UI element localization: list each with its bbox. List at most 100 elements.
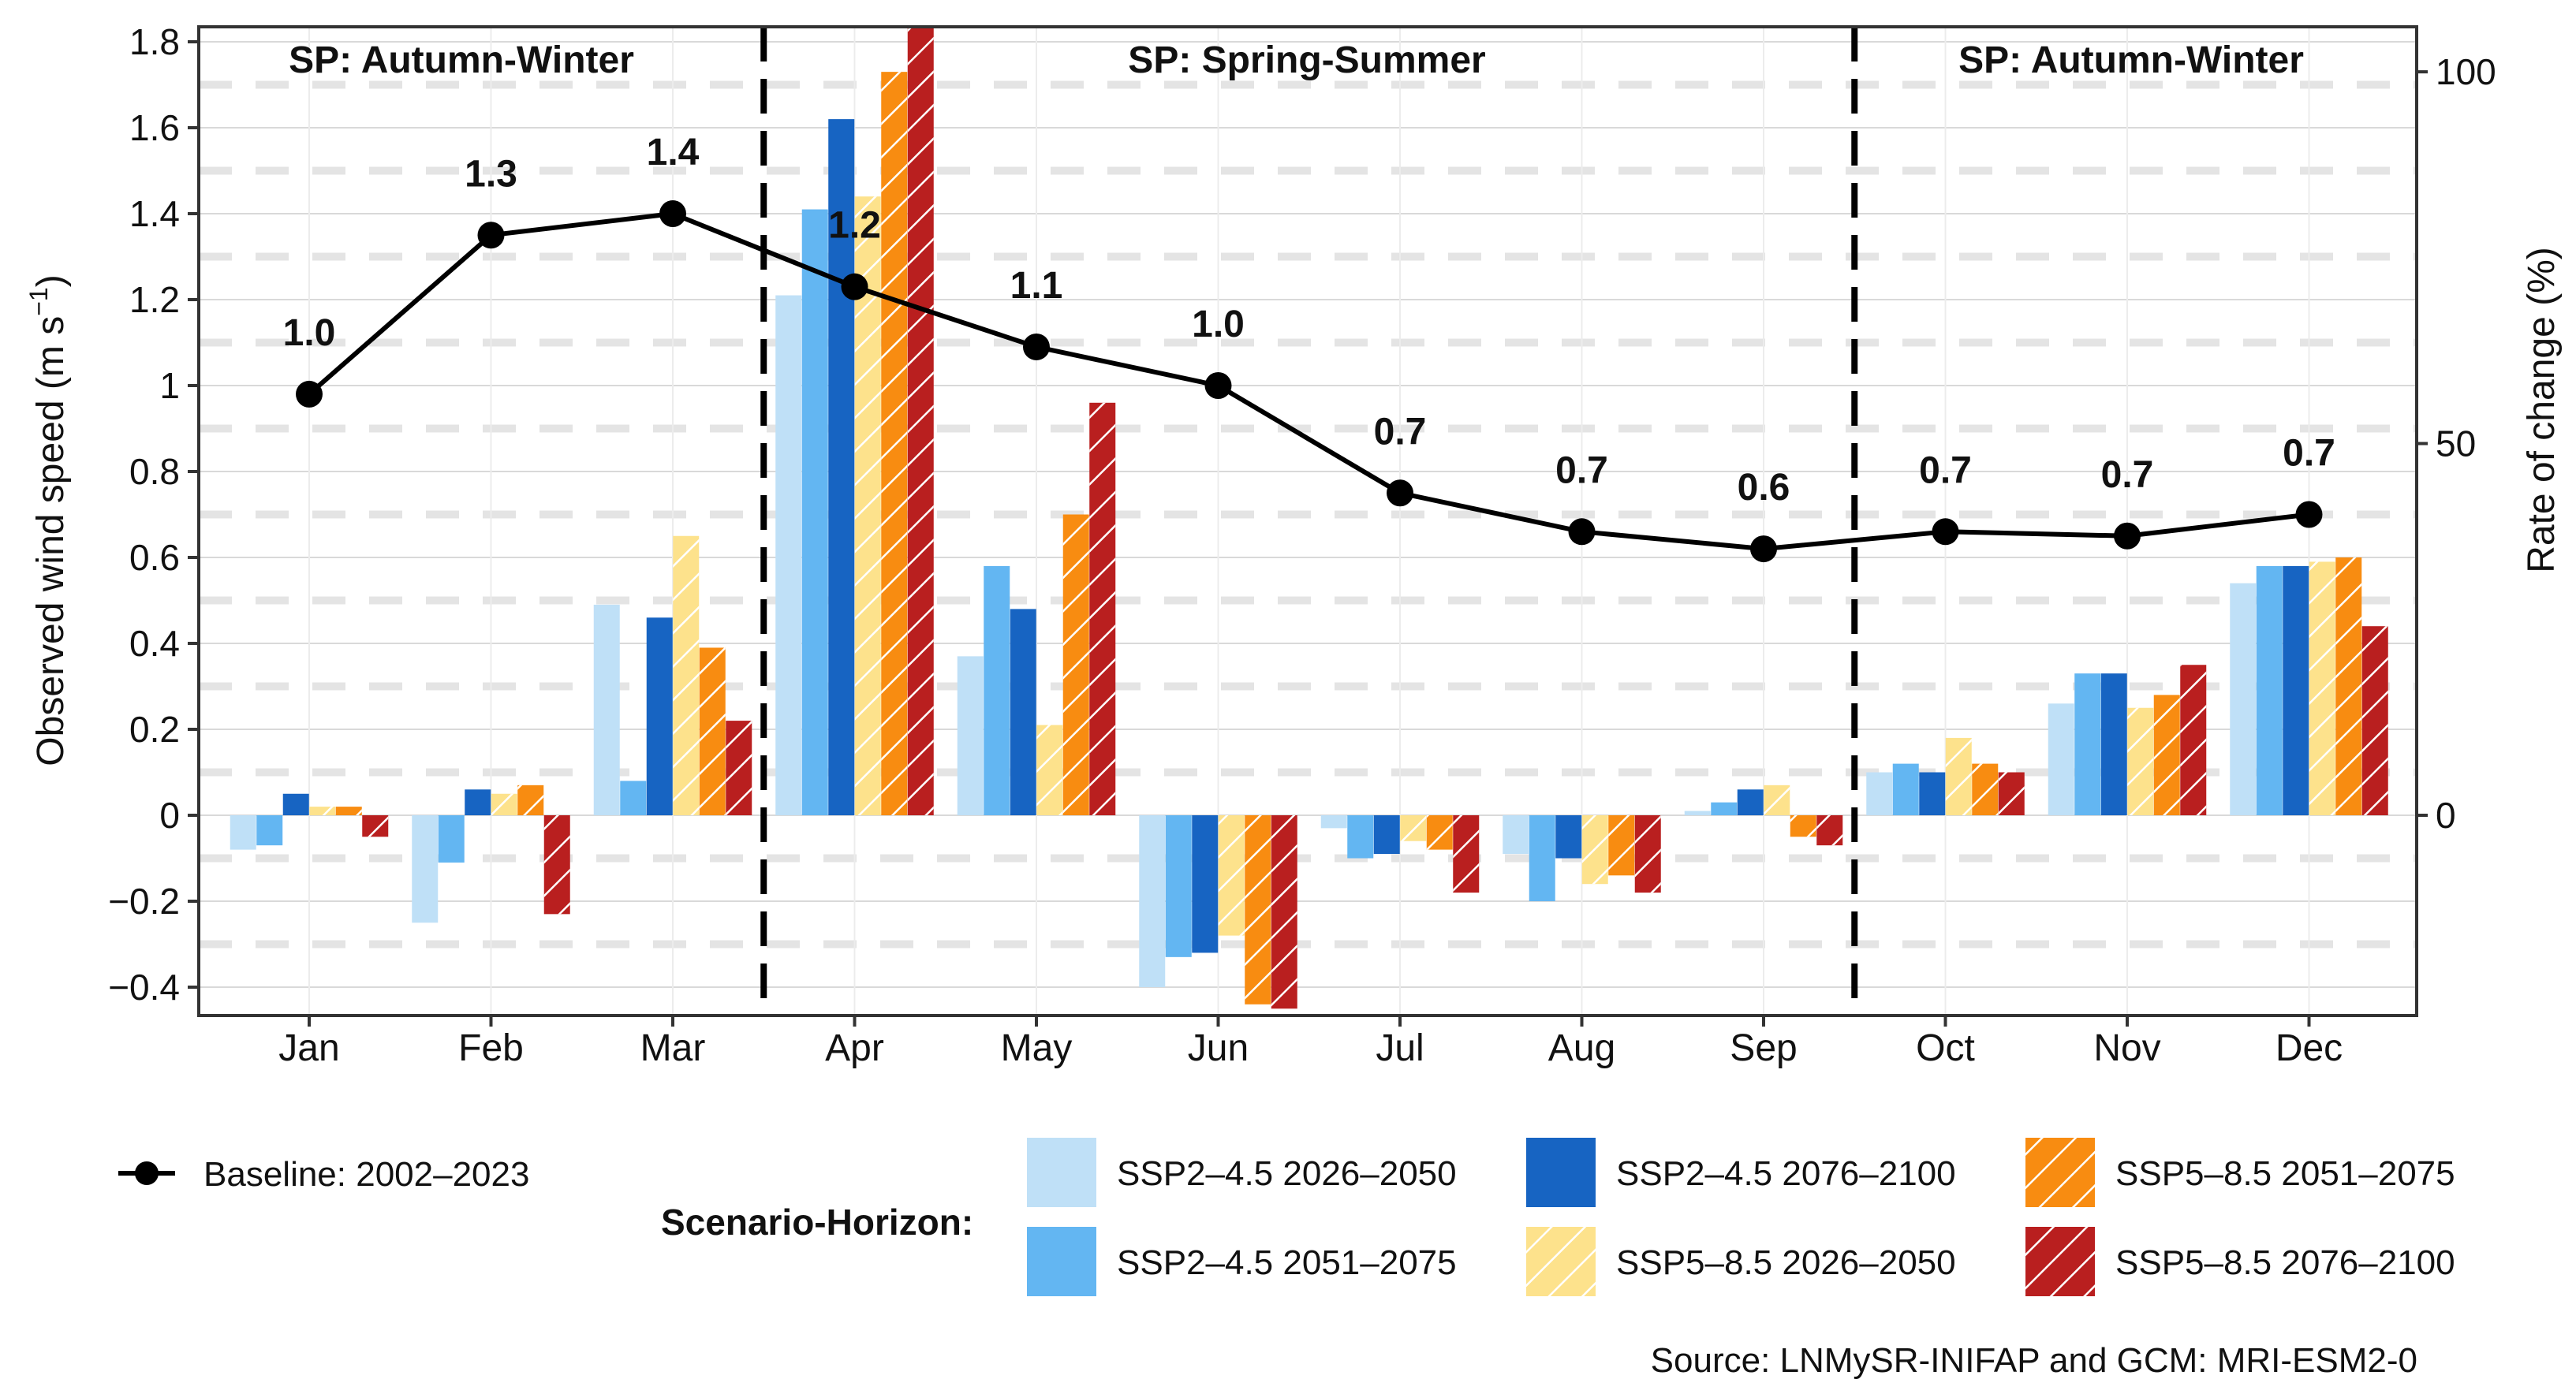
- plot-frame: [197, 25, 2418, 1017]
- legend-swatch-hatch-s5: [2025, 1138, 2095, 1207]
- left-tick-label: 0.4: [129, 623, 180, 664]
- legend-swatch-hatch-s6: [2025, 1227, 2095, 1296]
- bar-sep-s1: [1684, 811, 1711, 815]
- x-tick-label-jan: Jan: [278, 1027, 339, 1069]
- legend-title: Scenario-Horizon:: [661, 1202, 973, 1243]
- baseline-value-label-aug: 0.7: [1555, 449, 1608, 491]
- legend-items: SSP2–4.5 2026–2050 SSP2–4.5 2076–2100 SSP5…: [1027, 1138, 2455, 1296]
- legend-swatch-s3: [1526, 1138, 1596, 1207]
- baseline-value-label-jun: 1.0: [1192, 304, 1245, 345]
- bar-hatch-feb-s5: [517, 785, 544, 815]
- legend-label-s4: SSP5–8.5 2026–2050: [1616, 1243, 1956, 1282]
- baseline-value-label-may: 1.1: [1010, 265, 1063, 307]
- baseline-point-aug: [1568, 518, 1596, 546]
- bar-hatch-sep-s5: [1790, 815, 1816, 837]
- bar-aug-s2: [1529, 815, 1555, 901]
- x-tick-label-nov: Nov: [2093, 1027, 2160, 1069]
- left-tick-label: 0.8: [129, 451, 180, 492]
- bars-layer: [230, 27, 2388, 1009]
- x-tick-label-mar: Mar: [640, 1027, 706, 1069]
- x-tick-label-jun: Jun: [1188, 1027, 1249, 1069]
- bar-jul-s1: [1320, 815, 1347, 829]
- bar-hatch-oct-s4: [1945, 737, 1972, 815]
- bar-hatch-nov-s4: [2127, 707, 2154, 815]
- right-tick-label: 100: [2436, 51, 2496, 92]
- bar-hatch-jul-s5: [1426, 815, 1453, 850]
- bar-hatch-jun-s5: [1245, 815, 1271, 1004]
- bar-hatch-nov-s5: [2153, 695, 2180, 815]
- left-tick-label: 1.4: [129, 193, 180, 234]
- bar-jul-s3: [1373, 815, 1400, 855]
- x-axis-ticks: Jan Feb Mar Apr May Jun Jul Aug Sep Oct Nov Dec: [278, 1016, 2343, 1069]
- bar-nov-s3: [2100, 673, 2127, 815]
- baseline-point-may: [1023, 333, 1050, 360]
- bar-nov-s1: [2048, 703, 2074, 815]
- bar-feb-s3: [465, 789, 491, 815]
- bar-feb-s1: [412, 815, 439, 923]
- bar-hatch-feb-s4: [491, 793, 517, 815]
- bar-dec-s3: [2283, 565, 2309, 815]
- bar-hatch-dec-s4: [2309, 561, 2335, 815]
- left-tick-label: 1.2: [129, 279, 180, 320]
- bar-aug-s1: [1503, 815, 1529, 855]
- left-tick-label: 1.8: [129, 21, 180, 62]
- bar-hatch-apr-s6: [907, 27, 934, 815]
- baseline-value-label-feb: 1.3: [465, 153, 517, 195]
- legend-swatch-s2: [1027, 1227, 1096, 1296]
- baseline-point-dec: [2295, 501, 2323, 528]
- bar-hatch-dec-s6: [2361, 626, 2388, 815]
- bar-dec-s1: [2230, 583, 2257, 815]
- bar-hatch-may-s6: [1089, 402, 1116, 815]
- left-tick-label: 0: [159, 795, 180, 836]
- bar-hatch-mar-s6: [726, 721, 752, 815]
- bar-hatch-jan-s6: [362, 815, 389, 837]
- bar-apr-s3: [828, 119, 855, 816]
- x-tick-label-jul: Jul: [1376, 1027, 1424, 1069]
- baseline-value-label-apr: 1.2: [828, 205, 881, 247]
- bar-hatch-aug-s4: [1581, 815, 1608, 885]
- left-tick-label: 0.6: [129, 537, 180, 578]
- left-tick-label: −0.2: [108, 881, 180, 922]
- baseline-value-label-jan: 1.0: [283, 312, 336, 354]
- legend-label-s1: SSP2–4.5 2026–2050: [1117, 1154, 1457, 1193]
- bar-hatch-jan-s5: [335, 807, 362, 815]
- bar-jun-s1: [1139, 815, 1166, 987]
- bar-nov-s2: [2074, 673, 2101, 815]
- right-tick-label: 0: [2436, 795, 2456, 836]
- bar-hatch-sep-s4: [1764, 785, 1790, 815]
- baseline-point-nov: [2114, 522, 2141, 550]
- x-tick-label-apr: Apr: [825, 1027, 884, 1069]
- x-tick-label-sep: Sep: [1730, 1027, 1797, 1069]
- bar-hatch-may-s5: [1062, 514, 1089, 815]
- baseline-line: [308, 211, 2309, 552]
- season-dividers: [760, 27, 1858, 1016]
- x-tick-label-may: May: [1001, 1027, 1073, 1069]
- legend: Baseline: 2002–2023 Scenario-Horizon: SS…: [118, 1138, 2455, 1296]
- bar-feb-s2: [438, 815, 465, 863]
- bar-dec-s2: [2256, 565, 2283, 815]
- bar-hatch-dec-s5: [2335, 557, 2362, 815]
- bar-jul-s2: [1347, 815, 1374, 859]
- baseline-value-label-oct: 0.7: [1919, 449, 1972, 491]
- bar-jan-s1: [230, 815, 256, 850]
- bar-aug-s3: [1555, 815, 1582, 859]
- left-tick-label: 1.6: [129, 107, 180, 148]
- legend-baseline-label: Baseline: 2002–2023: [203, 1155, 529, 1194]
- baseline-value-label-mar: 1.4: [647, 132, 700, 173]
- baseline-point-apr: [841, 273, 868, 300]
- bar-oct-s1: [1866, 772, 1893, 815]
- bar-hatch-aug-s6: [1634, 815, 1661, 893]
- right-tick-label: 50: [2436, 423, 2476, 464]
- season-label-1: SP: Autumn-Winter: [289, 39, 634, 81]
- legend-swatch-s1: [1027, 1138, 1096, 1207]
- baseline-point-mar: [659, 200, 686, 227]
- legend-baseline-marker: [135, 1161, 159, 1185]
- right-axis-ticks: 0 50 100: [2417, 51, 2496, 836]
- baseline-point-feb: [477, 222, 505, 249]
- bar-hatch-mar-s4: [673, 535, 700, 815]
- bar-hatch-nov-s6: [2180, 665, 2207, 815]
- season-label-2: SP: Spring-Summer: [1128, 39, 1485, 81]
- bar-hatch-oct-s6: [1998, 772, 2025, 815]
- bar-sep-s3: [1737, 789, 1764, 815]
